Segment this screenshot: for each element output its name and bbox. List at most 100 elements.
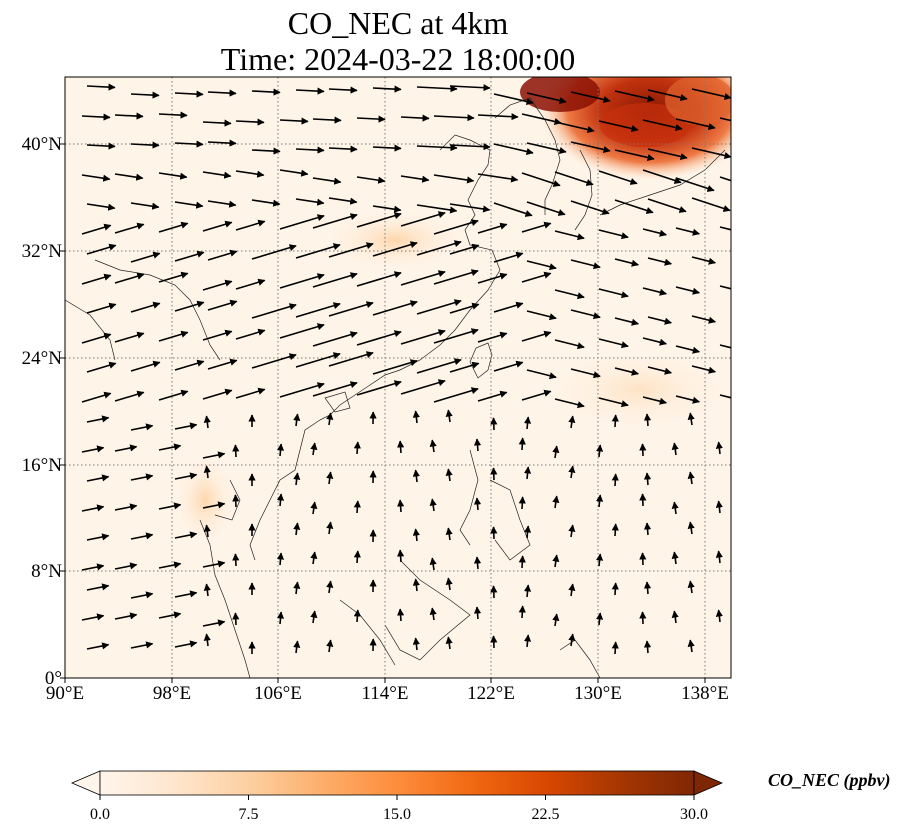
wind-arrow	[691, 315, 716, 324]
wind-arrow	[396, 440, 405, 454]
wind-arrow	[158, 561, 182, 569]
lat-tick-0: 0°	[44, 668, 62, 689]
wind-arrow	[174, 472, 198, 480]
wind-arrow	[552, 613, 560, 627]
wind-arrow	[526, 260, 557, 271]
wind-arrow	[279, 169, 309, 177]
lon-tick-90: 90°E	[45, 683, 85, 704]
wind-arrow	[647, 198, 687, 213]
wind-arrow	[611, 523, 619, 537]
plume-central-china	[325, 210, 465, 270]
wind-arrow	[235, 328, 266, 340]
wind-arrow	[353, 441, 361, 455]
wind-arrow	[174, 201, 204, 209]
wind-arrow	[523, 525, 532, 539]
wind-arrow	[207, 200, 237, 208]
wind-arrow	[493, 202, 533, 217]
wind-arrow	[86, 474, 110, 482]
wind-arrow	[719, 394, 731, 399]
wind-arrow	[719, 285, 731, 290]
wind-arrow	[416, 85, 458, 93]
wind-arrow	[312, 213, 358, 229]
wind-arrow	[86, 243, 117, 255]
wind-arrow	[429, 557, 437, 571]
wind-arrow	[570, 309, 601, 320]
wind-arrow	[235, 170, 265, 178]
wind-arrow	[202, 388, 233, 400]
wind-arrow	[158, 502, 182, 510]
wind-arrow	[445, 409, 453, 423]
wind-arrow	[647, 366, 672, 375]
wind-arrow	[130, 532, 154, 540]
wind-arrow	[614, 367, 639, 376]
wind-arrow	[642, 169, 682, 184]
wind-arrow	[570, 141, 611, 154]
wind-arrow	[312, 381, 358, 397]
wind-arrow	[643, 581, 652, 595]
wind-arrow	[312, 331, 358, 347]
wind-arrow	[81, 445, 105, 453]
wind-arrow	[433, 219, 479, 235]
wind-arrow	[416, 240, 462, 256]
wind-arrow	[647, 257, 672, 266]
wind-arrow	[372, 144, 402, 152]
lon-tick-114: 114°E	[361, 683, 409, 704]
wind-arrow	[293, 581, 301, 595]
wind-arrow	[310, 610, 318, 624]
map-frame	[64, 76, 732, 679]
wind-arrow	[130, 251, 161, 263]
wind-arrow	[473, 438, 482, 452]
wind-arrow	[158, 330, 189, 342]
wind-arrow	[433, 114, 475, 122]
map-time-subtitle: Time: 2024-03-22 18:00:00	[220, 41, 576, 77]
wind-arrow	[526, 201, 566, 216]
wind-arrow	[86, 302, 117, 314]
wind-arrow	[521, 113, 562, 126]
wind-arrow	[429, 607, 437, 621]
wind-arrow	[86, 361, 117, 373]
wind-arrow	[203, 583, 211, 597]
wind-arrow	[518, 496, 526, 510]
wind-arrow	[611, 414, 619, 428]
wind-arrow	[86, 142, 116, 150]
wind-arrow	[518, 605, 526, 619]
lat-tick-32: 32°N	[21, 241, 62, 262]
wind-arrow	[595, 553, 604, 567]
wind-arrow	[595, 612, 604, 626]
wind-arrow	[328, 86, 358, 94]
wind-arrow	[293, 413, 301, 427]
wind-arrow	[235, 387, 266, 399]
wind-arrow	[202, 619, 226, 627]
wind-arrow	[412, 637, 420, 651]
wind-arrow	[671, 610, 679, 624]
wind-arrow	[396, 499, 405, 513]
wind-arrow	[202, 560, 226, 568]
wind-arrow	[202, 329, 233, 341]
wind-arrow	[614, 199, 654, 214]
wind-arrow	[396, 549, 405, 563]
wind-arrow	[598, 397, 629, 408]
wind-arrow	[86, 83, 116, 91]
wind-arrow	[295, 352, 341, 368]
wind-arrow	[158, 389, 189, 401]
wind-arrow	[130, 141, 160, 149]
wind-arrow	[310, 442, 318, 456]
wind-arrow	[554, 171, 594, 186]
wind-arrow	[295, 302, 341, 318]
wind-arrow	[598, 120, 639, 133]
wind-arrow	[647, 89, 688, 102]
wind-arrow	[642, 228, 667, 237]
wind-arrow	[477, 113, 519, 121]
wind-arrow	[81, 174, 111, 182]
wind-arrow	[86, 415, 110, 423]
wind-arrow	[493, 143, 534, 156]
wind-arrow	[493, 93, 534, 106]
wind-arrow	[477, 272, 508, 284]
wind-arrow	[114, 390, 145, 402]
wind-arrow	[372, 205, 402, 213]
wind-arrow	[81, 223, 112, 235]
wind-arrow	[81, 113, 111, 121]
wind-arrow	[598, 338, 629, 349]
wind-arrow	[130, 91, 160, 99]
wind-arrow	[554, 289, 585, 300]
